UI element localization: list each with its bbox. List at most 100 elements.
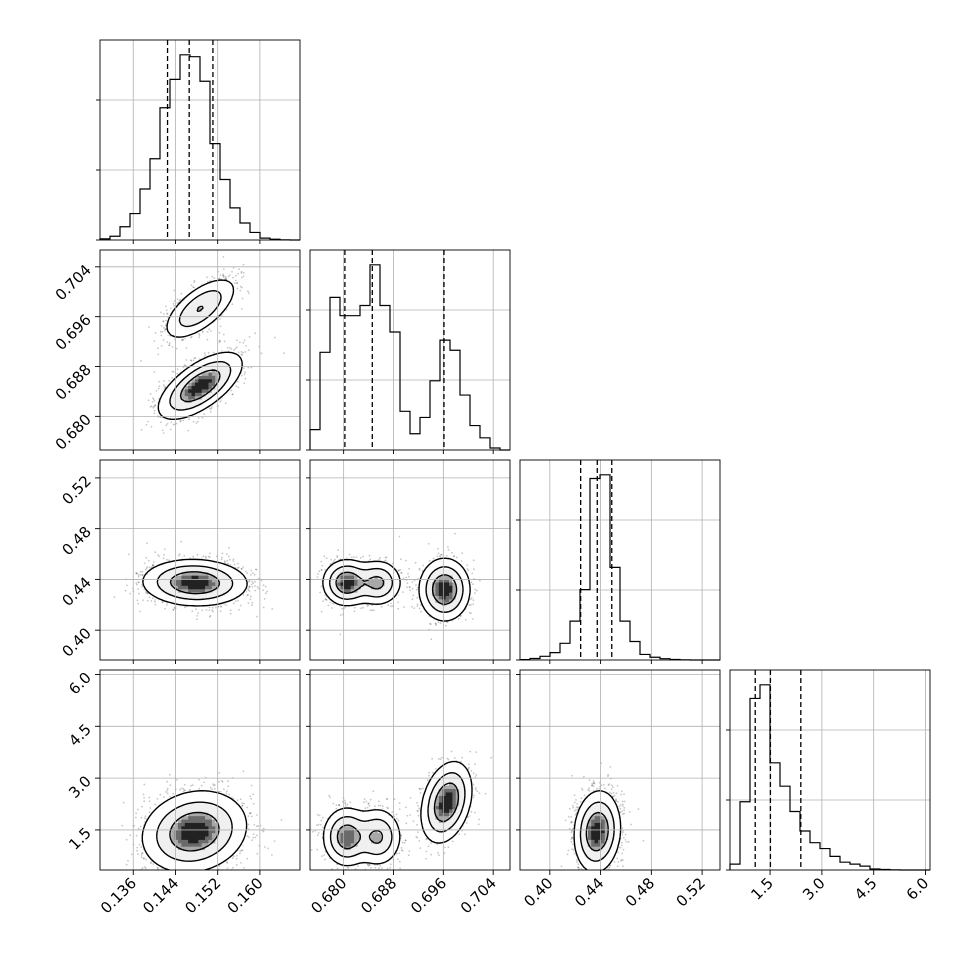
density-cell [184,317,189,322]
scatter-point [229,609,232,612]
density-cell [215,361,220,366]
density-cell [205,378,209,383]
scatter-point [137,602,140,605]
scatter-point [165,309,168,312]
scatter-point [243,382,246,385]
scatter-point [236,282,239,284]
scatter-point [164,328,167,331]
scatter-point [149,405,152,408]
scatter-point [153,600,156,603]
density-cell [201,297,206,302]
density-cell [208,290,213,295]
scatter-point [231,270,233,273]
density-cell [191,290,196,295]
density-cell [194,311,199,315]
scatter-point [235,274,237,277]
density-cell [184,409,189,414]
scatter-point [231,393,234,396]
scatter-point [223,276,225,278]
histogram-step-3 [729,684,930,871]
density-cell [177,375,182,380]
density-cell [184,331,189,336]
scatter-point [209,407,211,410]
scatter-point [243,367,246,370]
density-cell [194,361,199,366]
density-cell [201,321,206,325]
density-cell [188,409,192,414]
scatter-point [201,609,204,612]
scatter-point [241,354,244,356]
scatter-point [180,292,183,295]
scatter-point [206,276,208,279]
scatter-point [223,340,226,343]
scatter-point [255,568,258,571]
density-cell [174,331,179,336]
density-cell [205,385,209,390]
scatter-point [224,402,227,405]
density-cell [208,304,213,309]
scatter-point [252,572,254,574]
density-cell [191,382,196,386]
scatter-point [262,606,265,609]
scatter-point [168,342,171,345]
scatter-point [146,566,149,568]
density-cell [194,307,199,312]
scatter-point [231,303,234,306]
scatter-point [256,586,259,588]
density-cell [201,304,206,309]
density-cell [215,358,220,363]
scatter-point [146,542,148,545]
scatter-point [179,420,182,423]
density-cell [201,311,206,315]
density-cell [184,368,189,373]
scatter-point [181,339,183,342]
density-cell [211,378,216,383]
density-cell [222,283,226,288]
density-cell [181,412,186,417]
scatter-point [157,387,160,390]
scatter-point [171,377,174,379]
density-cell [222,290,226,295]
scatter-point [215,555,218,558]
density-cell [205,388,209,393]
scatter-point [166,422,169,425]
scatter-point [274,336,276,339]
density-cell [225,287,230,292]
density-cell [201,399,206,403]
density-cell [194,392,199,397]
scatter-point [193,280,196,282]
density-cell [171,416,175,420]
scatter-point [170,421,173,424]
density-cell [198,368,203,373]
scatter-point [190,335,193,338]
scatter-point [166,341,169,343]
density-cell [174,392,179,397]
scatter-point [212,610,214,613]
scatter-point [197,612,200,615]
density-cell [191,402,196,407]
density-cell [198,405,203,410]
density-cell [184,598,189,603]
density-cell [194,382,199,386]
density-cell [201,365,206,370]
scatter-point [160,421,162,424]
density-cell [188,311,192,315]
scatter-point [176,368,179,370]
density-cell [161,405,165,410]
density-cell [177,388,182,393]
scatter-point [153,405,155,408]
scatter-point [154,404,157,407]
scatter-point [201,331,204,333]
scatter-point [239,341,241,344]
scatter-point [138,592,140,595]
scatter-point [193,357,196,360]
scatter-point [247,589,250,591]
density-cell [208,355,213,359]
density-cell [211,355,216,359]
scatter-point [140,429,143,431]
density-cell [191,307,196,312]
density-cell [205,358,209,363]
scatter-point [196,615,199,617]
scatter-point [162,557,165,560]
scatter-point [208,606,211,609]
